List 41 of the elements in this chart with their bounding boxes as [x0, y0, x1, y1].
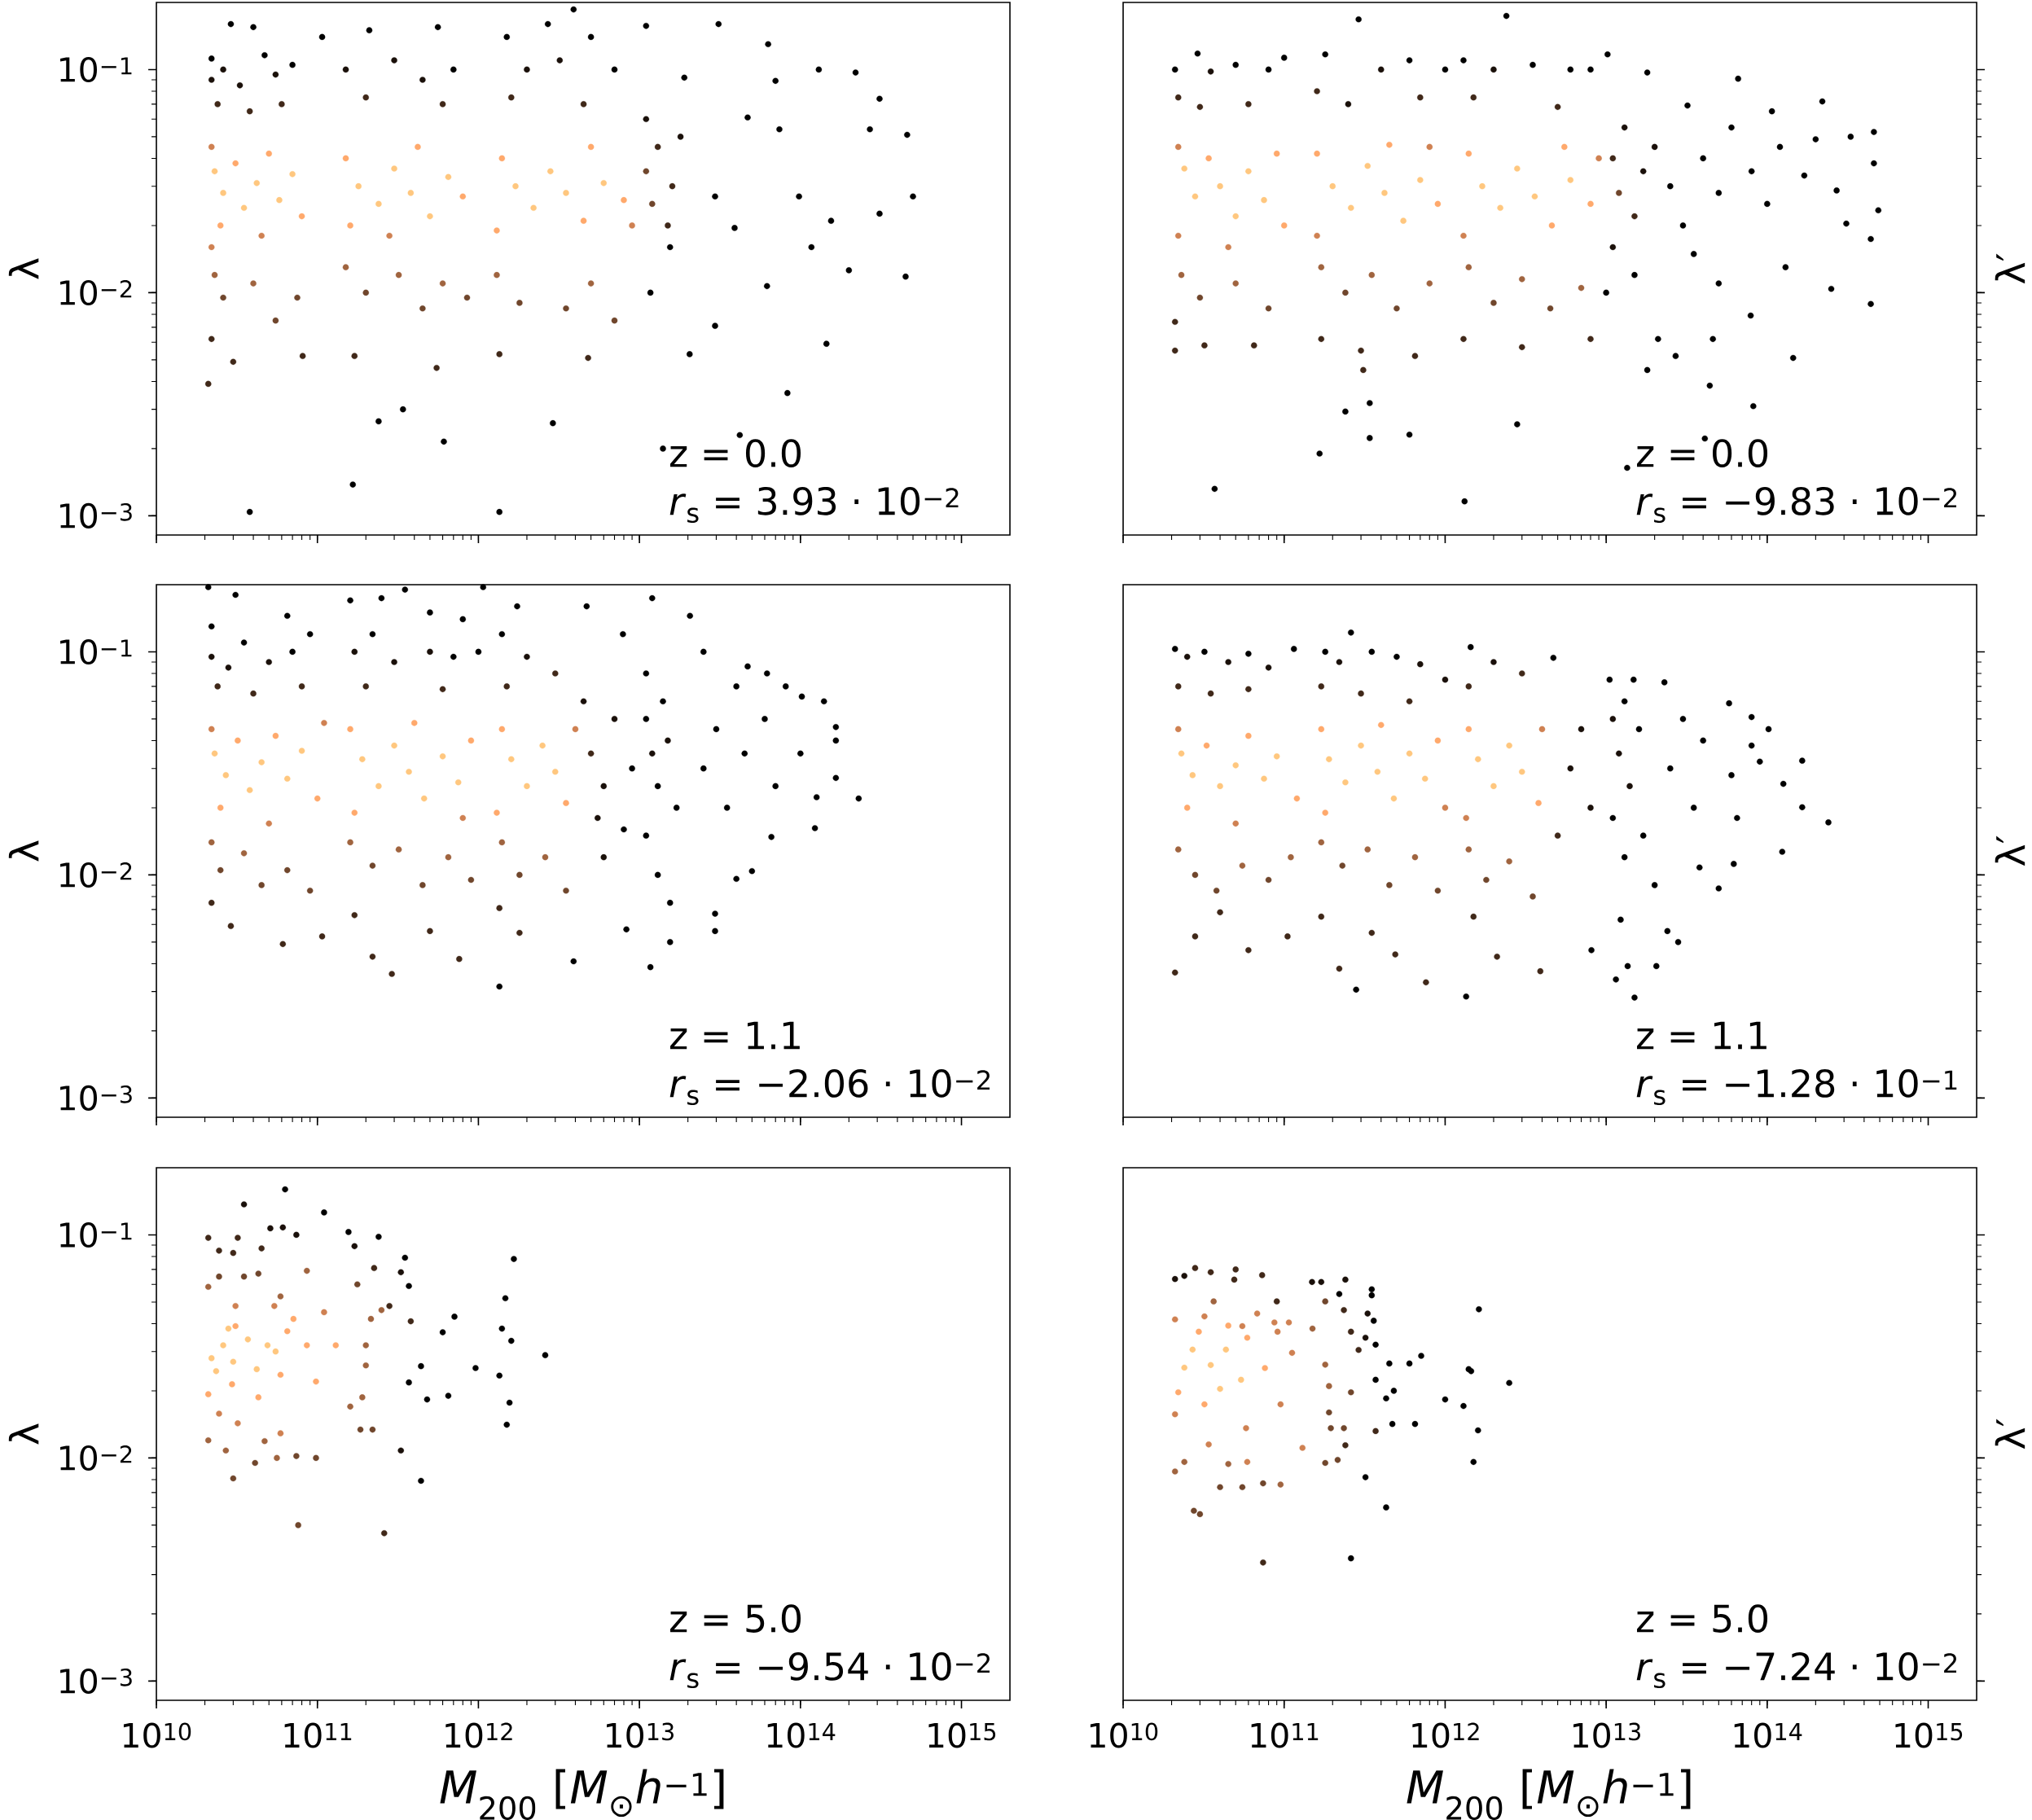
- annotation: z = 5.0: [670, 1604, 801, 1633]
- y-axis-title: λ′: [1995, 1419, 2025, 1449]
- y-tick-label: 10$^{−1}$: [60, 1221, 132, 1248]
- annotation: r$_{s}$ = −9.54 ⋅ 10$^{−2}$: [669, 1652, 990, 1689]
- annotation: z = 0.0: [670, 439, 801, 467]
- y-tick-label: 10$^{−1}$: [60, 638, 132, 664]
- annotation: z = 0.0: [1637, 439, 1768, 467]
- x-tick-label: 10$^{14}$: [1734, 1722, 1802, 1748]
- x-tick-label: 10$^{15}$: [928, 1722, 996, 1748]
- annotation: r$_{s}$ = −1.28 ⋅ 10$^{−1}$: [1636, 1069, 1957, 1106]
- y-tick-label: 10$^{−2}$: [60, 1445, 132, 1471]
- annotation: r$_{s}$ = −9.83 ⋅ 10$^{−2}$: [1636, 486, 1957, 524]
- y-tick-label: 10$^{−2}$: [60, 279, 132, 305]
- y-tick-label: 10$^{−3}$: [60, 502, 132, 528]
- y-tick-label: 10$^{−1}$: [60, 56, 132, 82]
- annotation: r$_{s}$ = 3.93 ⋅ 10$^{−2}$: [669, 486, 959, 524]
- y-axis-title: λ: [8, 258, 39, 279]
- x-tick-label: 10$^{12}$: [445, 1722, 512, 1748]
- annotation: r$_{s}$ = −2.06 ⋅ 10$^{−2}$: [669, 1069, 990, 1106]
- y-axis-title: λ′: [1995, 253, 2025, 284]
- x-tick-label: 10$^{10}$: [123, 1722, 191, 1748]
- x-tick-label: 10$^{14}$: [767, 1722, 836, 1748]
- x-tick-label: 10$^{13}$: [1573, 1722, 1640, 1748]
- annotation: z = 5.0: [1637, 1604, 1768, 1633]
- y-axis-title: λ′: [1995, 835, 2025, 866]
- y-axis-title: λ: [8, 840, 39, 862]
- annotation: r$_{s}$ = −7.24 ⋅ 10$^{−2}$: [1636, 1652, 1957, 1689]
- y-tick-label: 10$^{−3}$: [60, 1085, 132, 1111]
- x-tick-label: 10$^{11}$: [284, 1722, 352, 1748]
- x-tick-label: 10$^{13}$: [607, 1722, 674, 1748]
- x-tick-label: 10$^{12}$: [1412, 1722, 1479, 1748]
- y-tick-label: 10$^{−2}$: [60, 862, 132, 888]
- y-axis-title: λ: [8, 1423, 39, 1445]
- y-tick-label: 10$^{−3}$: [60, 1668, 132, 1694]
- x-tick-label: 10$^{15}$: [1895, 1722, 1963, 1748]
- annotation: z = 1.1: [670, 1021, 800, 1050]
- x-axis-title: M$_{200}$ [M$_{⊙}$h$^{−1}$]: [1407, 1769, 1691, 1820]
- annotation: z = 1.1: [1637, 1021, 1766, 1050]
- x-tick-label: 10$^{10}$: [1090, 1722, 1158, 1748]
- x-axis-title: M$_{200}$ [M$_{⊙}$h$^{−1}$]: [440, 1769, 724, 1820]
- x-tick-label: 10$^{11}$: [1251, 1722, 1319, 1748]
